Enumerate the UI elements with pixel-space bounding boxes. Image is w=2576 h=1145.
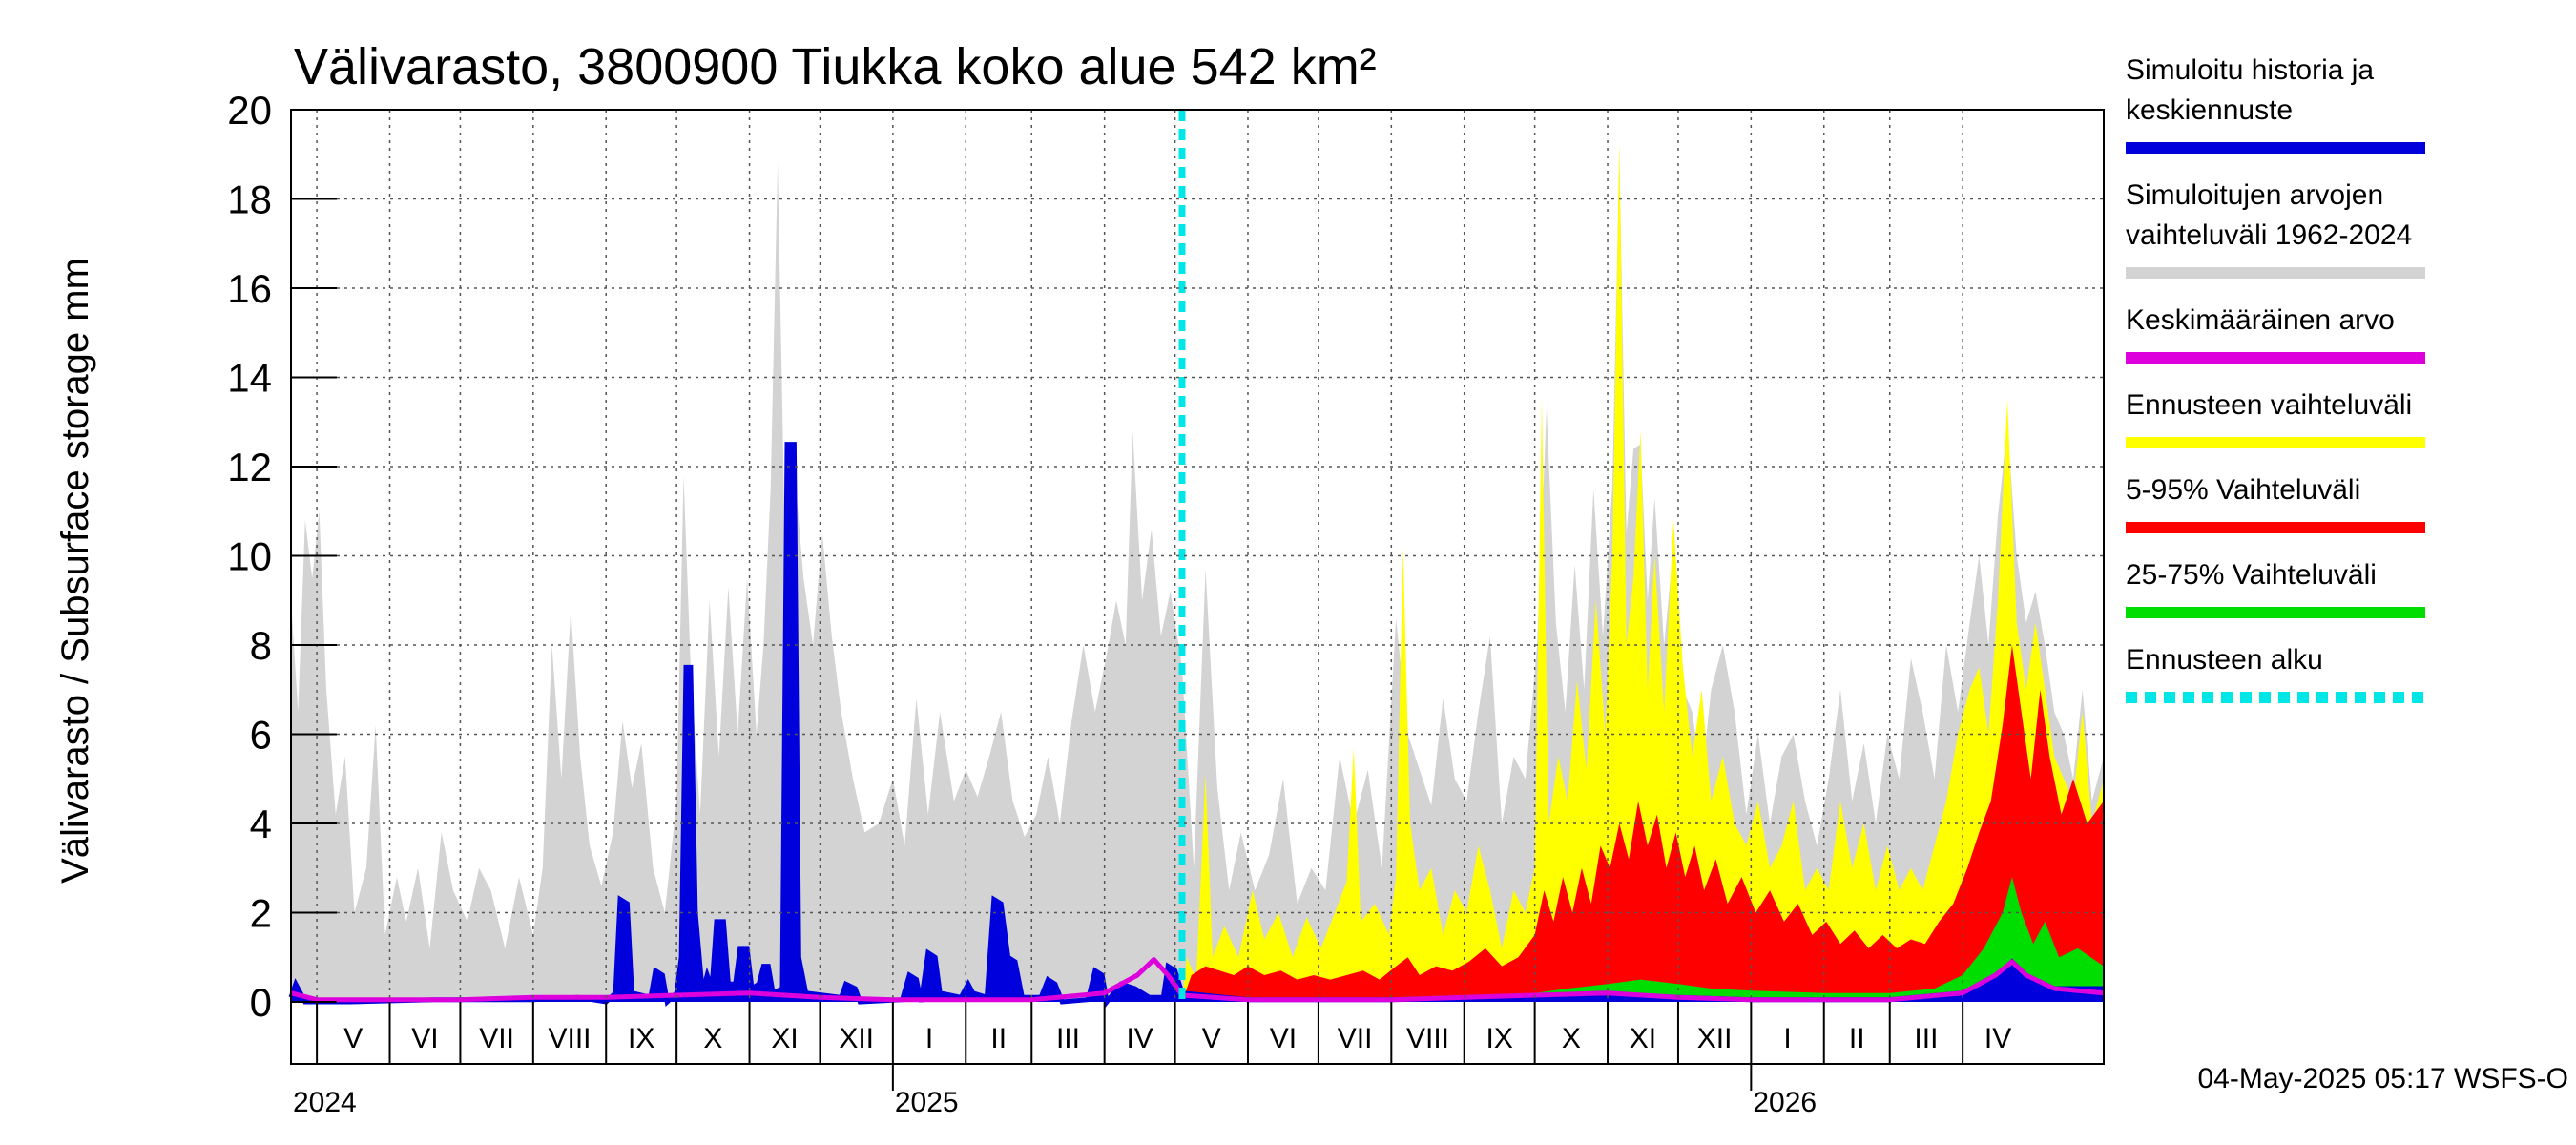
chart-title: Välivarasto, 3800900 Tiukka koko alue 54… (294, 38, 1377, 95)
month-label: XII (839, 1023, 874, 1054)
month-label: VIII (1406, 1023, 1449, 1054)
y-tick-label: 4 (250, 802, 272, 846)
y-tick-label: 18 (227, 177, 272, 222)
legend-item-frange: Ennusteen vaihteluväli (2126, 389, 2425, 448)
y-tick-label: 12 (227, 445, 272, 489)
y-tick-label: 16 (227, 266, 272, 311)
month-label: III (1056, 1023, 1080, 1054)
month-label: I (925, 1023, 933, 1054)
legend-label: keskiennuste (2126, 94, 2293, 126)
plot-frame (290, 109, 2105, 1065)
year-label: 2025 (895, 1087, 959, 1118)
month-label: VII (1338, 1023, 1373, 1054)
month-label: V (1202, 1023, 1221, 1054)
y-tick-label: 10 (227, 534, 272, 579)
month-label: XI (1630, 1023, 1656, 1054)
series-ennusteen-vaihteluv-li (1182, 140, 2104, 1002)
legend-item-fstart: Ennusteen alku (2126, 644, 2425, 703)
y-tick-label: 0 (250, 980, 272, 1025)
month-label: IX (628, 1023, 654, 1054)
legend-label: Keskimääräinen arvo (2126, 304, 2395, 336)
y-tick-label: 2 (250, 891, 272, 936)
legend-item-range: Simuloitujen arvojen vaihteluväli 1962-20… (2126, 179, 2425, 279)
legend-label: Ennusteen alku (2126, 644, 2323, 676)
legend-label: 5-95% Vaihteluväli (2126, 474, 2360, 506)
month-label: VIII (549, 1023, 592, 1054)
month-label: I (1783, 1023, 1791, 1054)
month-label: III (1914, 1023, 1938, 1054)
legend-label: Ennusteen vaihteluväli (2126, 389, 2412, 421)
legend-item-p2575: 25-75% Vaihteluväli (2126, 559, 2425, 618)
legend-item-p595: 5-95% Vaihteluväli (2126, 474, 2425, 533)
legend-label: Simuloitu historia ja (2126, 54, 2374, 86)
footer-timestamp: 04-May-2025 05:17 WSFS-O (2198, 1063, 2569, 1094)
month-label: IV (1126, 1023, 1153, 1054)
legend-label: vaihteluväli 1962-2024 (2126, 219, 2412, 251)
month-label: II (1849, 1023, 1865, 1054)
month-label: XI (771, 1023, 798, 1054)
month-label: VI (411, 1023, 438, 1054)
month-label: VII (479, 1023, 514, 1054)
month-label: IX (1485, 1023, 1512, 1054)
year-label: 2026 (1753, 1087, 1817, 1118)
month-label: X (1562, 1023, 1581, 1054)
y-tick-label: 8 (250, 623, 272, 668)
legend-label: Simuloitujen arvojen (2126, 179, 2383, 211)
legend-item-history: Simuloitu historia ja keskiennuste (2126, 54, 2425, 154)
legend-label: 25-75% Vaihteluväli (2126, 559, 2377, 591)
month-label: V (343, 1023, 363, 1054)
series-layer (288, 110, 2105, 1008)
month-label: X (703, 1023, 722, 1054)
month-label: II (990, 1023, 1007, 1054)
y-tick-label: 6 (250, 713, 272, 758)
legend: Simuloitu historia jakeskiennusteSimuloi… (2126, 54, 2425, 703)
y-axis-label: Välivarasto / Subsurface storage mm (54, 258, 96, 884)
y-tick-label: 14 (227, 356, 272, 401)
year-label: 2024 (293, 1087, 357, 1118)
month-label: XII (1697, 1023, 1733, 1054)
month-label: VI (1270, 1023, 1297, 1054)
month-label: IV (1984, 1023, 2011, 1054)
legend-item-mean: Keskimääräinen arvo (2126, 304, 2425, 364)
y-tick-label: 20 (227, 88, 272, 133)
